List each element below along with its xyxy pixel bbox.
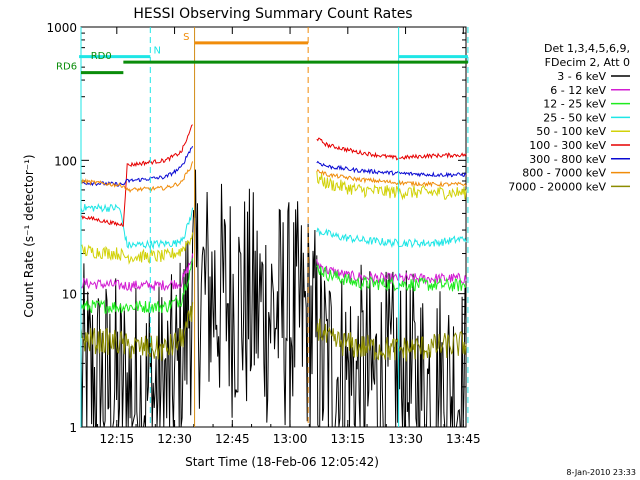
x-tick-label: 12:30 [157,432,192,446]
legend-item-label: 100 - 300 keV [529,139,606,152]
x-tick-label: 13:45 [446,432,481,446]
series-line-2 [316,263,467,292]
legend-item-label: 3 - 6 keV [557,70,606,83]
legend-item-label: 7000 - 20000 keV [508,180,606,193]
status-bars: N S RD0 RD6 [56,32,468,75]
series-line-0 [80,169,467,428]
legend-item-label: 6 - 12 keV [550,84,606,97]
status-bar-label: N [153,46,160,57]
x-tick-label: 13:30 [388,432,423,446]
series-line-6 [80,145,194,187]
series-line-7 [316,168,467,188]
series-line-5 [316,137,467,161]
status-bar-label: RD6 [56,62,77,73]
series-line-8 [316,318,467,362]
legend-header-line-2: FDecim 2, Att 0 [545,56,630,69]
series-group [80,124,467,428]
series-line-3 [80,203,194,250]
status-bar-label: RD0 [91,51,112,62]
series-line-6 [316,160,467,179]
plot-frame [80,26,467,428]
y-tick-label: 1000 [46,21,77,35]
y-axis-label: Count Rate (s⁻¹ detector⁻¹) [22,154,36,317]
series-line-3 [316,227,467,249]
legend-item-label: 50 - 100 keV [536,125,606,138]
legend-item-label: 12 - 25 keV [543,98,606,111]
series-line-7 [80,161,194,194]
footer-stamp: 8-Jan-2010 23:33 [566,468,636,477]
x-tick-label: 13:00 [273,432,308,446]
legend-item-label: 800 - 7000 keV [522,167,606,180]
legend-item-label: 300 - 800 keV [529,153,606,166]
legend-item-label: 25 - 50 keV [543,111,606,124]
x-axis-label: Start Time (18-Feb-06 12:05:42) [185,455,379,469]
y-axis-ticks: 1 10 100 1000 [46,21,466,435]
y-tick-label: 100 [54,154,77,168]
status-bar-label: S [183,32,189,43]
attenuator-lines [80,27,469,427]
x-tick-label: 12:45 [215,432,250,446]
y-tick-label: 1 [69,421,77,435]
y-tick-label: 10 [62,288,77,302]
series-line-4 [316,171,467,201]
series-line-4 [80,232,194,265]
legend-header-line-1: Det 1,3,4,5,6,9, [544,42,630,55]
series-line-8 [80,302,194,361]
chart-title: HESSI Observing Summary Count Rates [133,6,412,22]
series-line-5 [80,124,193,227]
x-tick-label: 12:15 [100,432,135,446]
x-tick-label: 13:15 [331,432,366,446]
series-line-2 [80,258,194,314]
series-line-1 [80,253,194,293]
